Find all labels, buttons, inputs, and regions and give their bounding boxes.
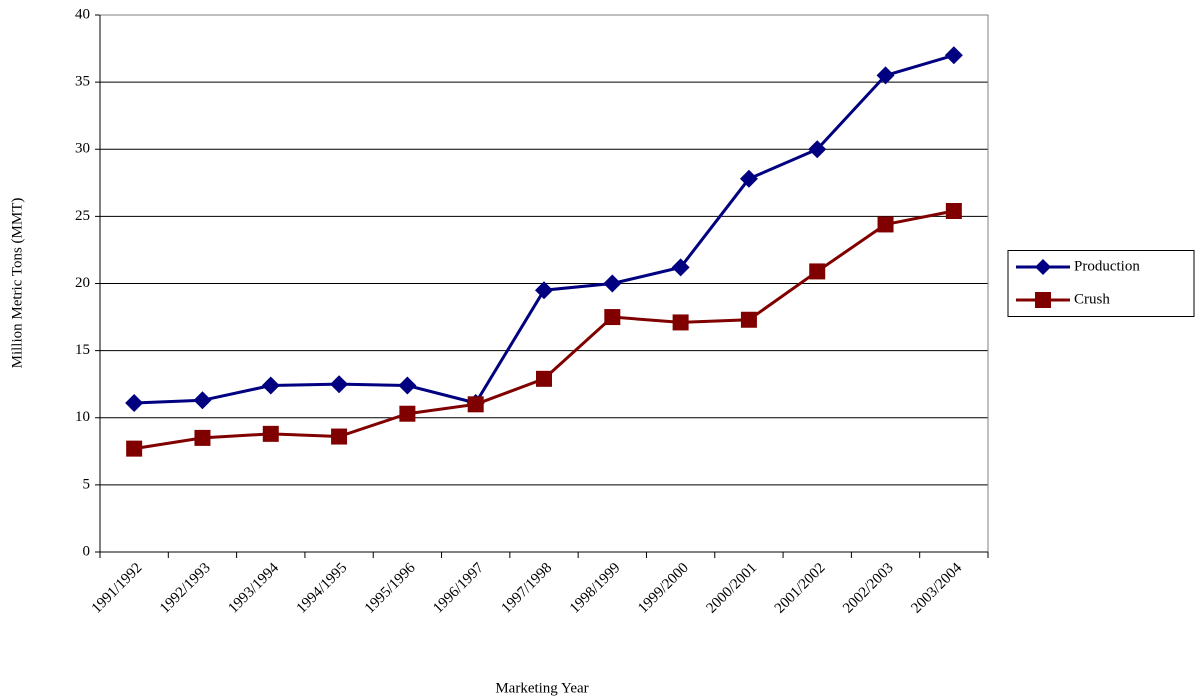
point — [739, 169, 758, 188]
point — [398, 376, 417, 395]
point — [603, 274, 622, 293]
point — [809, 263, 826, 280]
y-tick-label: 25 — [75, 208, 90, 224]
x-tick-label: 1999/2000 — [635, 560, 692, 617]
x-tick-label: 1992/1993 — [157, 560, 214, 617]
point — [944, 46, 963, 65]
y-tick-label: 30 — [75, 141, 90, 157]
point — [399, 405, 416, 422]
y-tick-label: 0 — [83, 543, 91, 559]
x-tick-label: 2000/2001 — [703, 560, 760, 617]
y-axis-label: Million Metric Tons (MMT) — [9, 198, 25, 369]
y-tick-label: 20 — [75, 275, 90, 291]
point — [193, 391, 212, 410]
y-tick-label: 35 — [75, 74, 90, 90]
point — [261, 376, 280, 395]
x-tick-label: 2002/2003 — [840, 560, 897, 617]
x-tick-label: 1998/1999 — [567, 560, 624, 617]
point — [604, 309, 621, 326]
point — [194, 429, 211, 446]
legend-marker — [1035, 292, 1051, 308]
y-tick-label: 15 — [75, 342, 90, 358]
point — [740, 311, 757, 328]
x-tick-label: 1993/1994 — [225, 560, 282, 617]
series-line — [133, 209, 955, 451]
point — [330, 375, 349, 394]
point — [877, 216, 894, 233]
x-tick-label: 2001/2002 — [772, 560, 829, 617]
point — [945, 203, 962, 220]
x-tick-label: 1991/1992 — [89, 560, 146, 617]
x-tick-label: 1994/1995 — [294, 560, 351, 617]
x-tick-label: 1996/1997 — [430, 560, 487, 617]
legend-label: Production — [1074, 258, 1140, 274]
point — [467, 396, 484, 413]
y-tick-label: 5 — [83, 476, 91, 492]
x-tick-label: 1995/1996 — [362, 560, 419, 617]
y-tick-label: 40 — [75, 6, 90, 22]
point — [331, 428, 348, 445]
point — [125, 393, 144, 412]
point — [808, 140, 827, 159]
point — [671, 258, 690, 277]
y-tick-label: 10 — [75, 409, 90, 425]
point — [876, 66, 895, 85]
x-tick-label: 1997/1998 — [499, 560, 556, 617]
point — [672, 314, 689, 331]
point — [126, 440, 143, 457]
point — [536, 370, 552, 387]
x-axis-label: Marketing Year — [495, 680, 588, 696]
legend-marker — [1035, 259, 1051, 275]
point — [535, 281, 553, 300]
legend-label: Crush — [1074, 291, 1110, 307]
point — [262, 425, 279, 442]
x-tick-label: 2003/2004 — [908, 560, 965, 617]
